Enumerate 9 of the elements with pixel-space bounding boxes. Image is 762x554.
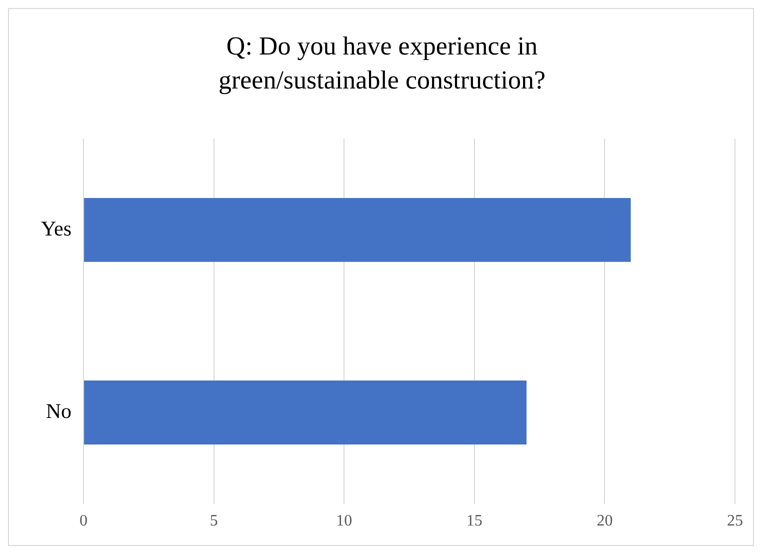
chart-title: Q: Do you have experience in green/sustainable construction? (218, 32, 546, 95)
x-tick-label: 15 (466, 512, 482, 530)
y-tick-label: No (46, 399, 72, 424)
x-tick-label: 25 (727, 512, 743, 530)
y-tick-label: Yes (40, 216, 72, 240)
x-tick-label: 10 (336, 512, 352, 530)
x-tick-label: 0 (80, 512, 88, 530)
x-tick-label: 20 (596, 512, 613, 530)
x-tick-label: 5 (210, 512, 218, 530)
